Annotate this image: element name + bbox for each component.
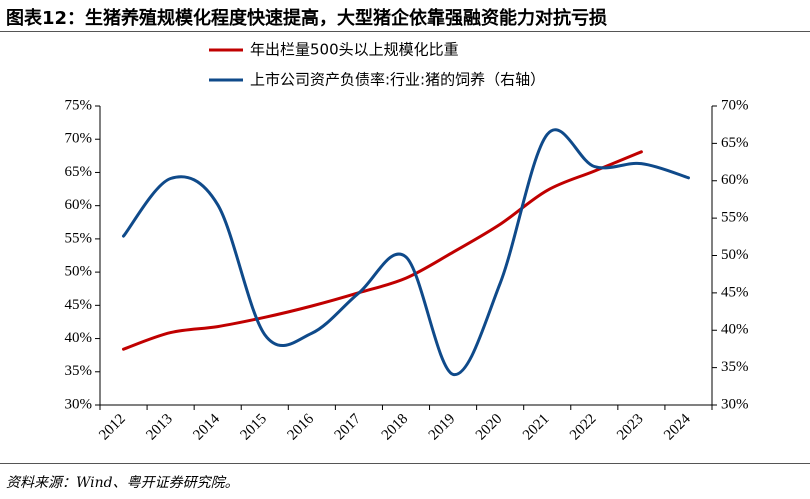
y-right-tick-label: 70% — [721, 97, 749, 113]
x-tick-label: 2014 — [190, 411, 223, 444]
y-left-tick-label: 45% — [65, 297, 93, 313]
y-left-tick-label: 40% — [65, 330, 93, 346]
x-tick-label: 2015 — [238, 411, 271, 444]
y-right-tick-labels: 30% 35% 40% 45% 50% 55% 60% 65% 70% — [721, 97, 749, 412]
source-divider — [0, 463, 810, 464]
x-tick-label: 2021 — [520, 411, 553, 444]
y-right-tick-label: 65% — [721, 135, 749, 151]
y-right-tick-label: 50% — [721, 247, 749, 263]
y-left-tick-label: 50% — [65, 264, 93, 280]
legend-label-1: 年出栏量500头以上规模化比重 — [250, 41, 459, 59]
series-line-2 — [122, 128, 690, 376]
x-tick-label: 2023 — [614, 411, 647, 444]
x-tick-label: 2017 — [332, 411, 365, 444]
x-tick-label: 2018 — [379, 411, 412, 444]
y-left-tick-label: 35% — [65, 363, 93, 379]
source-note: 资料来源：Wind、粤开证券研究院。 — [6, 475, 239, 491]
x-tick-label: 2016 — [285, 411, 318, 444]
y-right-tick-label: 35% — [721, 359, 749, 375]
x-tick-labels: 2012 2013 2014 2015 2016 2017 2018 2019 2020 2021… — [96, 411, 694, 444]
x-tick-label: 2022 — [567, 411, 600, 444]
y-left-tick-label: 70% — [65, 131, 93, 147]
axes — [95, 105, 717, 410]
y-right-tick-label: 45% — [721, 284, 749, 300]
title-divider — [0, 31, 810, 32]
chart-title: 图表12：生猪养殖规模化程度快速提高，大型猪企依靠强融资能力对抗亏损 — [6, 8, 608, 29]
y-left-tick-label: 75% — [65, 97, 93, 113]
series-lines — [122, 128, 690, 376]
y-right-tick-label: 40% — [721, 322, 749, 338]
x-tick-label: 2019 — [426, 411, 459, 444]
x-tick-label: 2012 — [96, 411, 129, 444]
y-left-tick-labels: 30% 35% 40% 45% 50% 55% 60% 65% 70% 75% — [65, 97, 93, 412]
y-right-tick-label: 30% — [721, 396, 749, 412]
y-left-tick-label: 55% — [65, 230, 93, 246]
x-tick-label: 2013 — [143, 411, 176, 444]
y-left-tick-label: 30% — [65, 396, 93, 412]
y-right-tick-label: 60% — [721, 172, 749, 188]
series-line-1 — [122, 150, 643, 351]
legend-label-2: 上市公司资产负债率:行业:猪的饲养（右轴） — [250, 71, 545, 89]
x-tick-label: 2024 — [661, 411, 694, 444]
x-tick-label: 2020 — [473, 411, 506, 444]
y-right-tick-label: 55% — [721, 210, 749, 226]
y-left-tick-label: 65% — [65, 164, 93, 180]
y-left-tick-label: 60% — [65, 197, 93, 213]
